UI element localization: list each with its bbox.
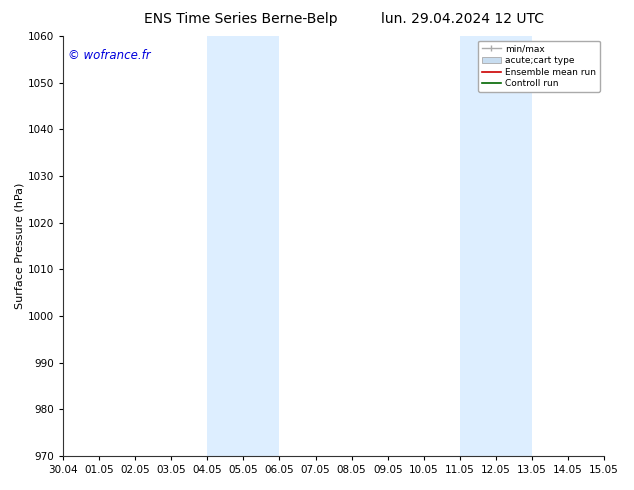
Y-axis label: Surface Pressure (hPa): Surface Pressure (hPa) — [15, 183, 25, 309]
Bar — [207, 36, 280, 456]
Legend: min/max, acute;cart type, Ensemble mean run, Controll run: min/max, acute;cart type, Ensemble mean … — [478, 41, 600, 92]
Bar — [460, 36, 532, 456]
Text: lun. 29.04.2024 12 UTC: lun. 29.04.2024 12 UTC — [381, 12, 545, 26]
Text: © wofrance.fr: © wofrance.fr — [68, 49, 151, 62]
Text: ENS Time Series Berne-Belp: ENS Time Series Berne-Belp — [144, 12, 338, 26]
